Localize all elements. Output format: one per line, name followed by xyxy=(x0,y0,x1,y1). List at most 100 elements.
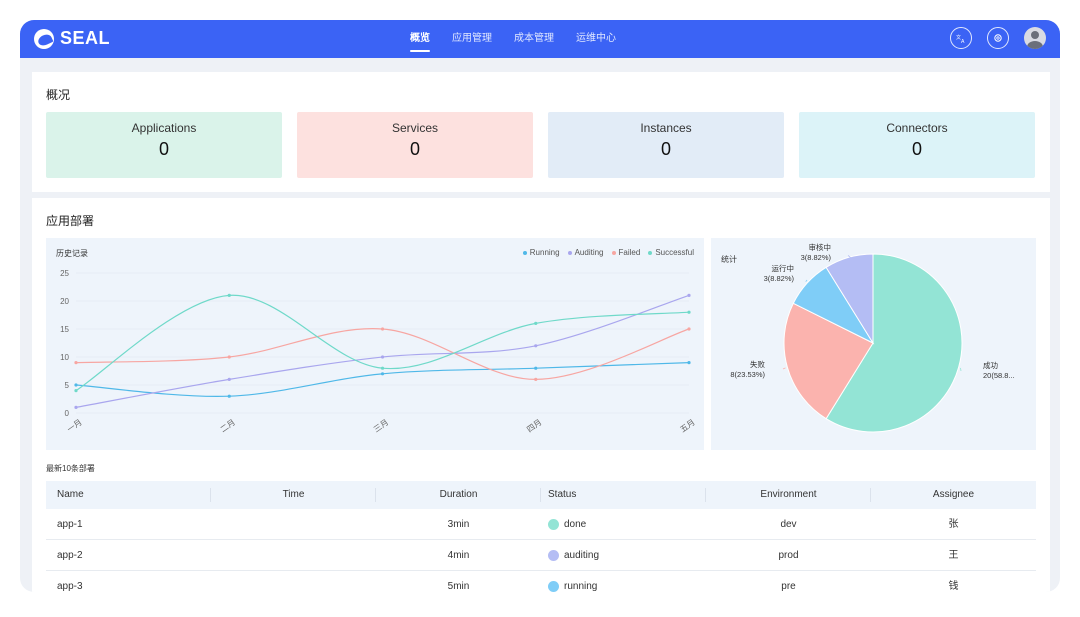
data-point-failed[interactable] xyxy=(534,377,538,381)
stats-chart: 统计 成功 20(58.8... 失败 8(23.53%) 运行中 3(8.82%) 审核中… xyxy=(711,238,1036,450)
nav-item-overview[interactable]: 概览 xyxy=(410,20,430,58)
x-tick-label: 五月 xyxy=(678,418,696,435)
pie-slice-value: 3(8.82%) xyxy=(764,274,795,283)
cell-environment: pre xyxy=(781,581,796,592)
data-point-failed[interactable] xyxy=(687,327,691,331)
pie-slice-value: 20(58.8... xyxy=(983,371,1015,380)
y-tick-label: 15 xyxy=(60,325,69,334)
table-row[interactable]: app-3 5min running pre 钱 xyxy=(46,571,1036,592)
deploy-title: 应用部署 xyxy=(46,214,95,228)
column-header-duration[interactable]: Duration xyxy=(376,481,541,509)
pie-label-leader xyxy=(847,255,852,259)
cell-environment: dev xyxy=(780,519,797,530)
x-tick-label: 二月 xyxy=(219,418,237,435)
cell-time xyxy=(211,509,376,540)
cell-time xyxy=(211,571,376,592)
pie-label-leader xyxy=(805,279,808,282)
legend-item-running[interactable]: Running xyxy=(522,248,560,257)
series-line-auditing[interactable] xyxy=(75,294,690,408)
pie-slice-label: 失败 xyxy=(750,359,765,369)
data-point-auditing[interactable] xyxy=(380,355,385,359)
nav-item-app-management[interactable]: 应用管理 xyxy=(452,33,492,44)
legend-dot-auditing xyxy=(567,250,572,255)
legend-dot-running xyxy=(522,250,527,255)
y-tick-label: 20 xyxy=(60,297,69,306)
column-header-environment[interactable]: Environment xyxy=(706,481,871,509)
data-point-running[interactable] xyxy=(687,361,691,365)
column-header-name[interactable]: Name xyxy=(46,481,211,509)
logo[interactable]: SEAL xyxy=(34,28,110,49)
history-legend: Running Auditing Failed Successful xyxy=(522,248,694,257)
cell-duration: 3min xyxy=(447,519,470,530)
data-point-auditing[interactable] xyxy=(74,405,78,409)
legend-dot-failed xyxy=(611,250,616,255)
svg-text:A: A xyxy=(961,39,965,43)
cell-environment: prod xyxy=(778,550,799,561)
legend-item-failed[interactable]: Failed xyxy=(611,248,640,257)
data-point-running[interactable] xyxy=(227,394,231,398)
connectors-value: 0 xyxy=(911,139,922,159)
avatar[interactable] xyxy=(1024,27,1046,49)
legend-item-successful[interactable]: Successful xyxy=(648,248,694,257)
x-tick-label: 三月 xyxy=(372,418,390,435)
instances-label: Instances xyxy=(640,121,692,135)
y-tick-label: 25 xyxy=(60,269,69,278)
data-point-successful[interactable] xyxy=(380,366,385,370)
pie-slice-value: 8(23.53%) xyxy=(730,370,765,379)
data-point-running[interactable] xyxy=(74,383,78,387)
column-header-status[interactable]: Status xyxy=(541,481,706,509)
svg-text:文: 文 xyxy=(956,34,961,41)
data-point-failed[interactable] xyxy=(380,327,385,331)
stats-pie-chart: 成功20(58.8...失败8(23.53%)运行中3(8.82%)审核中3(8… xyxy=(730,242,1015,433)
data-point-successful[interactable] xyxy=(687,310,691,314)
settings-icon[interactable] xyxy=(987,27,1009,49)
overview-title: 概况 xyxy=(46,88,71,102)
connectors-label: Connectors xyxy=(886,121,948,135)
data-point-running[interactable] xyxy=(380,372,385,376)
status-text: auditing xyxy=(564,550,600,561)
column-header-time[interactable]: Time xyxy=(211,481,376,509)
data-point-successful[interactable] xyxy=(74,389,78,393)
legend-item-auditing[interactable]: Auditing xyxy=(567,248,604,257)
cell-duration: 5min xyxy=(447,581,470,592)
data-point-failed[interactable] xyxy=(74,361,78,365)
data-point-auditing[interactable] xyxy=(687,293,691,297)
data-point-auditing[interactable] xyxy=(227,377,231,381)
data-point-successful[interactable] xyxy=(534,321,538,325)
pie-slice-value: 3(8.82%) xyxy=(801,253,832,262)
instances-value: 0 xyxy=(660,139,671,159)
applications-card[interactable]: Applications 0 xyxy=(46,112,282,178)
pie-slice[interactable] xyxy=(825,253,874,345)
series-line-successful[interactable] xyxy=(75,294,690,392)
services-card[interactable]: Services 0 xyxy=(297,112,533,178)
status-dot-icon xyxy=(548,519,559,530)
history-chart: 历史记录 Running Auditing Failed Successful … xyxy=(46,238,704,450)
nav-item-cost-management[interactable]: 成本管理 xyxy=(514,33,554,44)
cell-status: auditing xyxy=(541,540,706,571)
data-point-successful[interactable] xyxy=(227,293,231,297)
y-tick-label: 5 xyxy=(65,381,70,390)
applications-label: Applications xyxy=(131,121,197,135)
cell-status: done xyxy=(541,509,706,540)
services-value: 0 xyxy=(409,139,420,159)
cell-time xyxy=(211,540,376,571)
data-point-failed[interactable] xyxy=(227,355,231,359)
pie-slice-label: 运行中 xyxy=(772,263,795,273)
legend-dot-successful xyxy=(648,250,653,255)
cell-assignee: 张 xyxy=(948,519,959,530)
pie-label-leader xyxy=(782,367,786,370)
connectors-card[interactable]: Connectors 0 xyxy=(799,112,1035,178)
pie-slice[interactable] xyxy=(825,253,963,433)
series-line-failed[interactable] xyxy=(75,328,690,381)
table-row[interactable]: app-1 3min done dev 张 xyxy=(46,509,1036,540)
table-row[interactable]: app-2 4min auditing prod 王 xyxy=(46,540,1036,571)
instances-card[interactable]: Instances 0 xyxy=(548,112,784,178)
nav-item-ops-center[interactable]: 运维中心 xyxy=(576,33,616,44)
column-header-assignee[interactable]: Assignee xyxy=(932,489,975,500)
data-point-auditing[interactable] xyxy=(534,344,538,348)
data-point-running[interactable] xyxy=(534,366,538,370)
